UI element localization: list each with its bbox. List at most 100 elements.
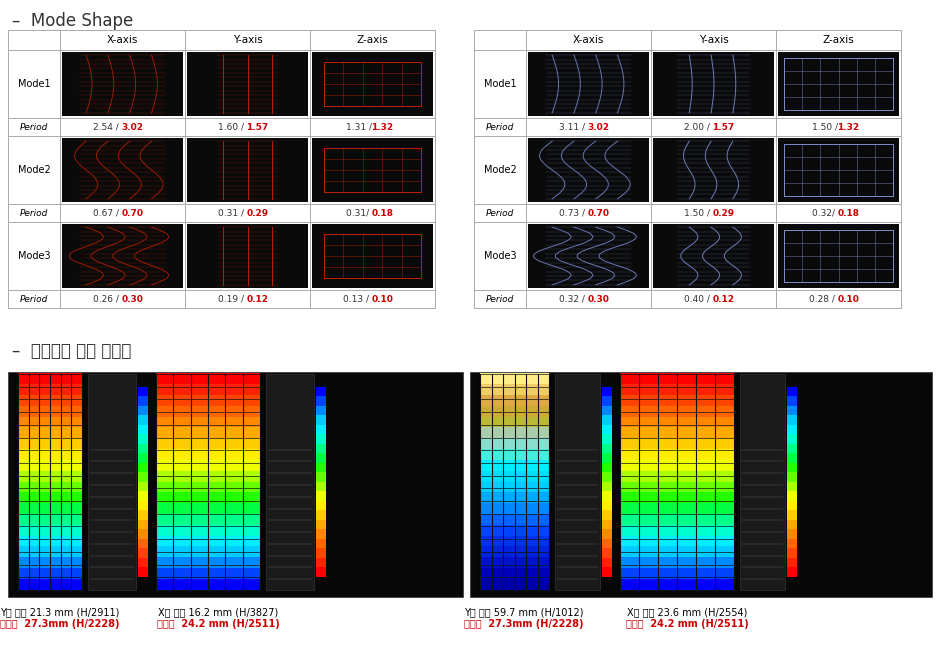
Bar	[787, 444, 797, 454]
Text: Period: Period	[20, 294, 48, 303]
Text: 1.31 /1.32: 1.31 /1.32	[349, 122, 395, 131]
Bar	[480, 428, 549, 439]
Bar	[602, 444, 612, 454]
Text: 0.19 / 0.12: 0.19 / 0.12	[223, 294, 272, 303]
Bar	[480, 514, 549, 525]
Bar	[602, 510, 612, 520]
Bar	[316, 482, 326, 492]
Bar	[480, 395, 549, 406]
Text: 3.02: 3.02	[121, 122, 144, 131]
Bar	[470, 372, 932, 597]
Bar	[474, 30, 901, 308]
Bar	[18, 503, 82, 514]
Bar	[156, 449, 260, 461]
Bar	[653, 52, 774, 116]
Bar	[18, 471, 82, 482]
Bar	[620, 417, 734, 428]
Text: 1.57: 1.57	[713, 122, 734, 131]
Bar	[620, 449, 734, 461]
Bar	[480, 460, 549, 471]
Bar	[480, 373, 549, 385]
Bar	[602, 558, 612, 567]
Bar	[138, 529, 148, 539]
Text: 0.31 /: 0.31 /	[218, 208, 247, 217]
Bar	[787, 539, 797, 549]
Bar	[477, 374, 552, 590]
Text: Z-axis: Z-axis	[357, 35, 389, 45]
Bar	[18, 384, 82, 395]
Bar	[156, 384, 260, 395]
Text: 0.13 /: 0.13 /	[343, 294, 372, 303]
Text: 0.40 / 0.12: 0.40 / 0.12	[689, 294, 738, 303]
Bar	[266, 374, 314, 590]
Bar	[18, 417, 82, 428]
Text: 중축진  27.3mm (H/2228): 중축진 27.3mm (H/2228)	[464, 619, 584, 629]
Bar	[138, 463, 148, 472]
Bar	[18, 492, 82, 503]
Bar	[8, 30, 435, 308]
Text: X-axis: X-axis	[107, 35, 138, 45]
Text: 0.29: 0.29	[247, 208, 269, 217]
Bar	[620, 438, 734, 450]
Bar	[316, 453, 326, 463]
Bar	[480, 438, 549, 450]
Bar	[602, 482, 612, 492]
Bar	[156, 568, 260, 579]
Bar	[602, 406, 612, 415]
Bar	[778, 224, 899, 288]
Bar	[138, 387, 148, 397]
Bar	[187, 52, 308, 116]
Bar	[480, 481, 549, 493]
Bar	[138, 520, 148, 529]
Text: 0.13 / 0.10: 0.13 / 0.10	[348, 294, 397, 303]
Text: Period: Period	[485, 294, 515, 303]
Bar	[620, 514, 734, 525]
Bar	[528, 138, 649, 202]
Text: 3.11 /: 3.11 /	[559, 122, 588, 131]
Bar	[316, 415, 326, 425]
Bar	[620, 536, 734, 547]
Text: 0.40 /: 0.40 /	[684, 294, 713, 303]
Bar	[316, 424, 326, 435]
Bar	[480, 536, 549, 547]
Bar	[620, 460, 734, 471]
Bar	[156, 492, 260, 503]
Bar	[620, 428, 734, 439]
Bar	[138, 415, 148, 425]
Bar	[18, 373, 82, 385]
Text: 1.50 /1.32: 1.50 /1.32	[815, 122, 861, 131]
Bar	[18, 460, 82, 471]
Text: 0.31 / 0.29: 0.31 / 0.29	[223, 208, 272, 217]
Bar	[528, 52, 649, 116]
Bar	[18, 568, 82, 579]
Bar	[653, 138, 774, 202]
Bar	[787, 558, 797, 567]
Text: Y축 변위 21.3 mm (H/2911): Y축 변위 21.3 mm (H/2911)	[0, 607, 119, 617]
Bar	[620, 406, 734, 417]
Bar	[18, 557, 82, 569]
Bar	[156, 557, 260, 569]
Text: 1.31 /: 1.31 /	[346, 122, 372, 131]
Text: Mode1: Mode1	[18, 79, 51, 89]
Bar	[15, 374, 85, 590]
Bar	[316, 491, 326, 501]
Bar	[480, 449, 549, 461]
Text: 0.10: 0.10	[838, 294, 859, 303]
Text: Period: Period	[485, 208, 515, 217]
Bar	[602, 529, 612, 539]
Bar	[602, 434, 612, 444]
Bar	[480, 578, 549, 590]
Bar	[316, 406, 326, 415]
Bar	[156, 417, 260, 428]
Text: 0.73 / 0.70: 0.73 / 0.70	[564, 208, 613, 217]
Bar	[480, 471, 549, 482]
Bar	[62, 224, 183, 288]
Text: 1.57: 1.57	[247, 122, 269, 131]
Bar	[787, 463, 797, 472]
Text: 0.29: 0.29	[713, 208, 734, 217]
Text: 1.60 /: 1.60 /	[218, 122, 247, 131]
Bar	[138, 548, 148, 558]
Bar	[316, 396, 326, 406]
Text: Z-axis: Z-axis	[823, 35, 854, 45]
Bar	[138, 558, 148, 567]
